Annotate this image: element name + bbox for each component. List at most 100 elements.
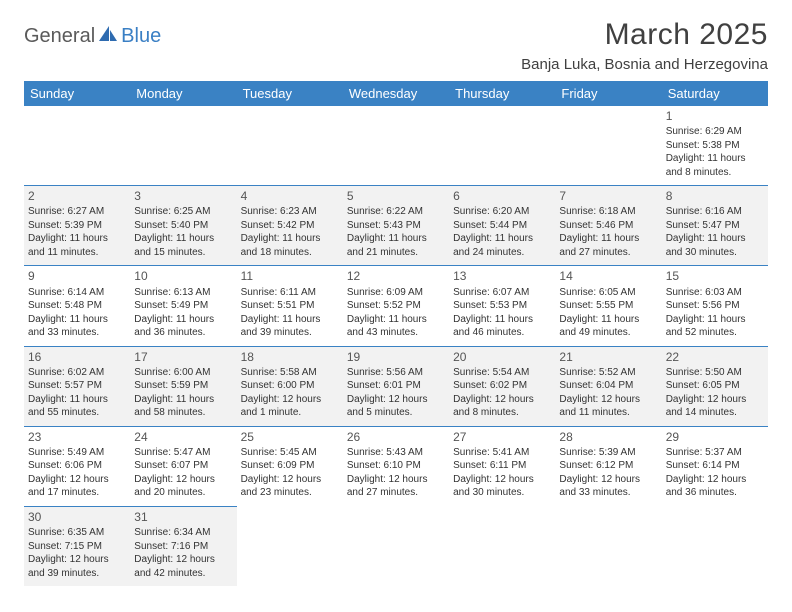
day-header: Wednesday bbox=[343, 81, 449, 106]
calendar-cell: 7Sunrise: 6:18 AMSunset: 5:46 PMDaylight… bbox=[555, 186, 661, 266]
calendar-week: 1Sunrise: 6:29 AMSunset: 5:38 PMDaylight… bbox=[24, 106, 768, 186]
daylight-line: Daylight: 11 hours and 36 minutes. bbox=[134, 313, 232, 340]
calendar-cell bbox=[343, 106, 449, 186]
daylight-line: Daylight: 12 hours and 33 minutes. bbox=[559, 473, 657, 500]
sunset-line: Sunset: 6:02 PM bbox=[453, 379, 551, 393]
sunrise-line: Sunrise: 6:35 AM bbox=[28, 526, 126, 540]
day-number: 28 bbox=[559, 429, 657, 445]
daylight-line: Daylight: 11 hours and 46 minutes. bbox=[453, 313, 551, 340]
day-number: 10 bbox=[134, 268, 232, 284]
sunrise-line: Sunrise: 6:29 AM bbox=[666, 125, 764, 139]
sunset-line: Sunset: 5:57 PM bbox=[28, 379, 126, 393]
day-number: 31 bbox=[134, 509, 232, 525]
daylight-line: Daylight: 12 hours and 8 minutes. bbox=[453, 393, 551, 420]
daylight-line: Daylight: 12 hours and 1 minute. bbox=[241, 393, 339, 420]
sunrise-line: Sunrise: 6:02 AM bbox=[28, 366, 126, 380]
daylight-line: Daylight: 11 hours and 58 minutes. bbox=[134, 393, 232, 420]
sunrise-line: Sunrise: 6:22 AM bbox=[347, 205, 445, 219]
daylight-line: Daylight: 11 hours and 11 minutes. bbox=[28, 232, 126, 259]
daylight-line: Daylight: 12 hours and 30 minutes. bbox=[453, 473, 551, 500]
brand-logo: General Blue bbox=[24, 24, 161, 49]
sunrise-line: Sunrise: 5:43 AM bbox=[347, 446, 445, 460]
daylight-line: Daylight: 11 hours and 33 minutes. bbox=[28, 313, 126, 340]
calendar-cell: 8Sunrise: 6:16 AMSunset: 5:47 PMDaylight… bbox=[662, 186, 768, 266]
sunrise-line: Sunrise: 6:13 AM bbox=[134, 286, 232, 300]
daylight-line: Daylight: 12 hours and 27 minutes. bbox=[347, 473, 445, 500]
daylight-line: Daylight: 11 hours and 30 minutes. bbox=[666, 232, 764, 259]
daylight-line: Daylight: 11 hours and 24 minutes. bbox=[453, 232, 551, 259]
calendar-cell bbox=[449, 506, 555, 586]
sunrise-line: Sunrise: 6:34 AM bbox=[134, 526, 232, 540]
daylight-line: Daylight: 11 hours and 15 minutes. bbox=[134, 232, 232, 259]
sunset-line: Sunset: 5:48 PM bbox=[28, 299, 126, 313]
day-number: 23 bbox=[28, 429, 126, 445]
sunset-line: Sunset: 5:40 PM bbox=[134, 219, 232, 233]
calendar-cell: 17Sunrise: 6:00 AMSunset: 5:59 PMDayligh… bbox=[130, 346, 236, 426]
day-number: 6 bbox=[453, 188, 551, 204]
daylight-line: Daylight: 11 hours and 43 minutes. bbox=[347, 313, 445, 340]
calendar-cell: 21Sunrise: 5:52 AMSunset: 6:04 PMDayligh… bbox=[555, 346, 661, 426]
calendar-cell: 5Sunrise: 6:22 AMSunset: 5:43 PMDaylight… bbox=[343, 186, 449, 266]
location-text: Banja Luka, Bosnia and Herzegovina bbox=[521, 56, 768, 73]
calendar-cell: 15Sunrise: 6:03 AMSunset: 5:56 PMDayligh… bbox=[662, 266, 768, 346]
sunset-line: Sunset: 5:56 PM bbox=[666, 299, 764, 313]
calendar-cell: 20Sunrise: 5:54 AMSunset: 6:02 PMDayligh… bbox=[449, 346, 555, 426]
calendar-cell bbox=[24, 106, 130, 186]
daylight-line: Daylight: 12 hours and 14 minutes. bbox=[666, 393, 764, 420]
sunrise-line: Sunrise: 5:49 AM bbox=[28, 446, 126, 460]
sunrise-line: Sunrise: 5:41 AM bbox=[453, 446, 551, 460]
calendar-cell: 3Sunrise: 6:25 AMSunset: 5:40 PMDaylight… bbox=[130, 186, 236, 266]
calendar-cell bbox=[130, 106, 236, 186]
calendar-cell: 16Sunrise: 6:02 AMSunset: 5:57 PMDayligh… bbox=[24, 346, 130, 426]
calendar-cell: 26Sunrise: 5:43 AMSunset: 6:10 PMDayligh… bbox=[343, 426, 449, 506]
calendar-cell: 22Sunrise: 5:50 AMSunset: 6:05 PMDayligh… bbox=[662, 346, 768, 426]
day-number: 27 bbox=[453, 429, 551, 445]
day-number: 18 bbox=[241, 349, 339, 365]
daylight-line: Daylight: 12 hours and 42 minutes. bbox=[134, 553, 232, 580]
day-number: 8 bbox=[666, 188, 764, 204]
calendar-week: 30Sunrise: 6:35 AMSunset: 7:15 PMDayligh… bbox=[24, 506, 768, 586]
sunset-line: Sunset: 6:01 PM bbox=[347, 379, 445, 393]
sunset-line: Sunset: 5:39 PM bbox=[28, 219, 126, 233]
calendar-cell bbox=[449, 106, 555, 186]
calendar-cell: 23Sunrise: 5:49 AMSunset: 6:06 PMDayligh… bbox=[24, 426, 130, 506]
sunrise-line: Sunrise: 5:37 AM bbox=[666, 446, 764, 460]
day-number: 3 bbox=[134, 188, 232, 204]
day-number: 24 bbox=[134, 429, 232, 445]
day-header: Sunday bbox=[24, 81, 130, 106]
sunset-line: Sunset: 6:05 PM bbox=[666, 379, 764, 393]
calendar-table: SundayMondayTuesdayWednesdayThursdayFrid… bbox=[24, 81, 768, 586]
sunrise-line: Sunrise: 6:05 AM bbox=[559, 286, 657, 300]
calendar-cell: 11Sunrise: 6:11 AMSunset: 5:51 PMDayligh… bbox=[237, 266, 343, 346]
calendar-cell bbox=[237, 106, 343, 186]
sunset-line: Sunset: 5:47 PM bbox=[666, 219, 764, 233]
day-number: 25 bbox=[241, 429, 339, 445]
day-header-row: SundayMondayTuesdayWednesdayThursdayFrid… bbox=[24, 81, 768, 106]
daylight-line: Daylight: 12 hours and 39 minutes. bbox=[28, 553, 126, 580]
sunrise-line: Sunrise: 6:25 AM bbox=[134, 205, 232, 219]
calendar-cell: 24Sunrise: 5:47 AMSunset: 6:07 PMDayligh… bbox=[130, 426, 236, 506]
day-number: 19 bbox=[347, 349, 445, 365]
day-number: 26 bbox=[347, 429, 445, 445]
sunset-line: Sunset: 6:07 PM bbox=[134, 459, 232, 473]
sunset-line: Sunset: 6:12 PM bbox=[559, 459, 657, 473]
calendar-cell: 12Sunrise: 6:09 AMSunset: 5:52 PMDayligh… bbox=[343, 266, 449, 346]
sunrise-line: Sunrise: 6:14 AM bbox=[28, 286, 126, 300]
calendar-week: 23Sunrise: 5:49 AMSunset: 6:06 PMDayligh… bbox=[24, 426, 768, 506]
header: General Blue March 2025 Banja Luka, Bosn… bbox=[24, 18, 768, 73]
sunrise-line: Sunrise: 5:47 AM bbox=[134, 446, 232, 460]
calendar-cell: 1Sunrise: 6:29 AMSunset: 5:38 PMDaylight… bbox=[662, 106, 768, 186]
sunset-line: Sunset: 7:15 PM bbox=[28, 540, 126, 554]
calendar-cell: 14Sunrise: 6:05 AMSunset: 5:55 PMDayligh… bbox=[555, 266, 661, 346]
daylight-line: Daylight: 12 hours and 17 minutes. bbox=[28, 473, 126, 500]
daylight-line: Daylight: 12 hours and 36 minutes. bbox=[666, 473, 764, 500]
daylight-line: Daylight: 11 hours and 18 minutes. bbox=[241, 232, 339, 259]
sunset-line: Sunset: 5:43 PM bbox=[347, 219, 445, 233]
daylight-line: Daylight: 11 hours and 52 minutes. bbox=[666, 313, 764, 340]
calendar-cell bbox=[343, 506, 449, 586]
calendar-cell: 6Sunrise: 6:20 AMSunset: 5:44 PMDaylight… bbox=[449, 186, 555, 266]
calendar-cell: 28Sunrise: 5:39 AMSunset: 6:12 PMDayligh… bbox=[555, 426, 661, 506]
calendar-cell bbox=[237, 506, 343, 586]
sunset-line: Sunset: 5:51 PM bbox=[241, 299, 339, 313]
sunset-line: Sunset: 6:10 PM bbox=[347, 459, 445, 473]
